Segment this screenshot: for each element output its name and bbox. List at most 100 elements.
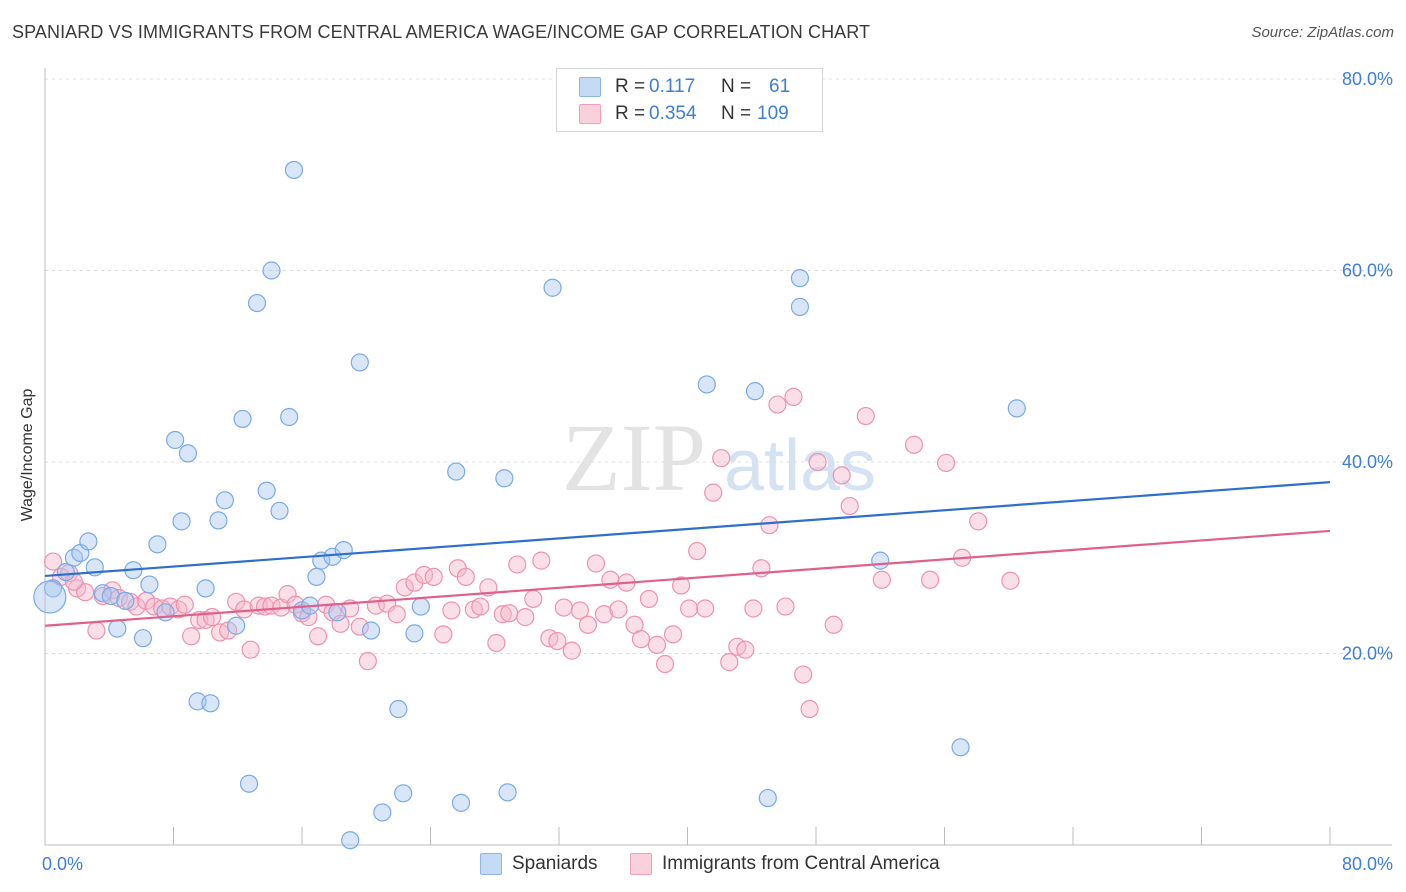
correlation-legend: R = 0.117 N = 61 R = 0.354 N = 109 (556, 68, 823, 132)
data-point (543, 278, 562, 297)
data-point (43, 579, 63, 598)
watermark-zip: ZIP (562, 404, 706, 511)
legend-r-label: R = (615, 76, 646, 97)
watermark: ZIP atlas (562, 404, 876, 511)
data-point (262, 261, 281, 280)
legend-r-value: 0.354 (649, 103, 697, 124)
data-point (196, 579, 215, 598)
data-point (202, 608, 222, 627)
data-point (280, 407, 299, 427)
data-point (647, 635, 667, 654)
legend-r-label: R = (615, 103, 646, 124)
data-point (655, 654, 675, 674)
y-axis-title: Wage/Income Gap (19, 388, 36, 522)
data-point (389, 699, 408, 719)
data-point (800, 699, 819, 719)
data-point (1007, 399, 1026, 418)
data-point (79, 532, 98, 551)
data-point (175, 595, 194, 614)
data-point (508, 555, 527, 574)
legend-n-label: N = (721, 103, 752, 124)
data-point (688, 541, 707, 561)
bottom-legend-spaniards: Spaniards (480, 852, 598, 876)
legend-row-spaniards: R = 0.117 N = 61 (579, 76, 790, 98)
data-point (387, 605, 406, 624)
data-point (350, 617, 369, 636)
trend-line-1 (44, 529, 1331, 627)
bottom-legend-immigrants: Immigrants from Central America (630, 852, 940, 876)
data-point (760, 516, 779, 535)
data-point (562, 641, 581, 660)
y-tick-label: 40.0% (1342, 452, 1393, 472)
data-point (307, 567, 326, 587)
data-point (447, 462, 466, 481)
data-point (215, 491, 234, 510)
data-point (239, 774, 259, 793)
bottom-swatch-spaniards (480, 853, 502, 875)
bottom-legend-label: Spaniards (512, 853, 598, 874)
data-point (696, 599, 715, 618)
data-point (601, 570, 620, 589)
legend-swatch-spaniards (579, 77, 601, 97)
data-point (334, 540, 353, 560)
data-point (856, 406, 875, 426)
data-point (790, 269, 810, 288)
data-point (578, 615, 598, 634)
data-point (424, 567, 443, 587)
data-point (284, 160, 304, 180)
data-point (172, 512, 191, 531)
data-point (871, 551, 890, 570)
data-point (56, 563, 75, 582)
legend-row-immigrants: R = 0.354 N = 109 (579, 103, 789, 125)
data-point (495, 469, 514, 488)
data-point (570, 601, 589, 620)
data-point (736, 640, 755, 659)
data-point (680, 599, 699, 618)
data-point (182, 627, 201, 646)
y-tick-label: 80.0% (1342, 69, 1393, 89)
data-point (548, 631, 567, 651)
data-point (951, 738, 970, 757)
data-point (350, 353, 369, 372)
source-label: Source: ZipAtlas.com (1251, 24, 1394, 41)
data-point (395, 578, 414, 597)
data-point (609, 600, 628, 619)
data-point (937, 453, 956, 473)
data-point (308, 627, 328, 646)
data-point (524, 589, 543, 609)
series-spaniards-points (33, 160, 1026, 850)
data-point (140, 575, 159, 594)
data-point (745, 382, 765, 401)
trend-line-0 (44, 481, 1331, 578)
legend-n-value: 109 (757, 103, 789, 124)
data-point (697, 375, 716, 394)
data-point (209, 511, 228, 530)
bottom-legend-label: Immigrants from Central America (662, 853, 940, 874)
data-point (341, 831, 360, 850)
watermark-atlas: atlas (724, 426, 876, 506)
legend-n-value: 61 (769, 76, 791, 97)
data-point (904, 435, 924, 454)
y-tick-label: 20.0% (1342, 644, 1393, 664)
data-point (594, 605, 614, 624)
data-point (148, 535, 167, 554)
data-point (358, 652, 377, 671)
data-point (456, 567, 475, 587)
data-point (824, 615, 843, 634)
data-point (373, 803, 392, 822)
data-point (639, 589, 659, 609)
x-tick-label-min: 0.0% (42, 854, 83, 874)
data-point (299, 608, 318, 627)
data-point (471, 597, 490, 616)
chart-title: SPANIARD VS IMMIGRANTS FROM CENTRAL AMER… (12, 22, 871, 42)
data-point (451, 793, 471, 812)
data-point (108, 619, 127, 638)
data-point (554, 598, 573, 617)
data-point (758, 788, 777, 808)
data-point (233, 409, 252, 429)
data-point (331, 614, 350, 633)
data-point (704, 483, 723, 502)
data-point (116, 591, 135, 610)
legend-r-value: 0.117 (649, 76, 696, 97)
